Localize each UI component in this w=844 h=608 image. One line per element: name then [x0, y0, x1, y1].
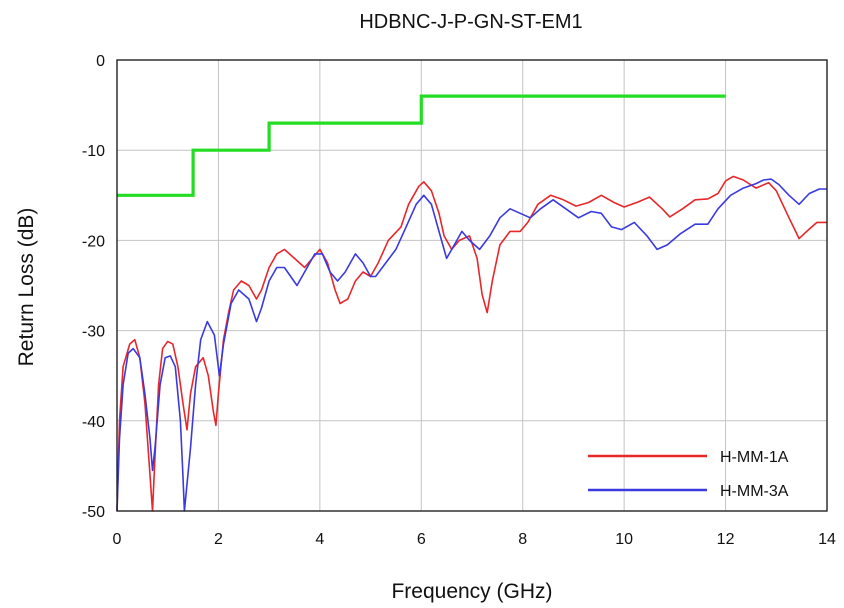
series-layer	[116, 94, 827, 512]
chart-title: HDBNC-J-P-GN-ST-EM1	[359, 11, 582, 33]
x-tick-label: 2	[214, 531, 223, 548]
y-tick-label: -50	[82, 504, 105, 521]
tick-labels: 0 2 4 6 8 10 12 14 0 -10 -20 -30 -40 -50	[82, 53, 836, 548]
x-tick-label: 0	[113, 531, 122, 548]
plot-frame	[116, 59, 828, 512]
x-axis-label: Frequency (GHz)	[391, 580, 552, 603]
y-tick-label: -40	[82, 414, 105, 431]
y-tick-label: -30	[82, 324, 105, 341]
grid	[117, 60, 827, 511]
series-line-h-mm-3a	[116, 178, 827, 512]
y-tick-label: -20	[82, 233, 105, 250]
series-line-h-mm-1a	[116, 175, 827, 512]
legend-label: H-MM-3A	[720, 483, 789, 500]
legend: H-MM-1A H-MM-3A	[588, 449, 789, 500]
y-tick-label: -10	[82, 143, 105, 160]
x-tick-label: 14	[818, 531, 836, 548]
legend-label: H-MM-1A	[720, 449, 789, 466]
y-tick-label: 0	[96, 53, 105, 70]
x-tick-label: 12	[717, 531, 735, 548]
x-tick-label: 10	[615, 531, 633, 548]
y-axis-label: Return Loss (dB)	[15, 208, 38, 367]
x-tick-label: 6	[417, 531, 426, 548]
x-tick-label: 4	[315, 531, 324, 548]
x-tick-label: 8	[518, 531, 527, 548]
limit-line	[117, 94, 726, 197]
